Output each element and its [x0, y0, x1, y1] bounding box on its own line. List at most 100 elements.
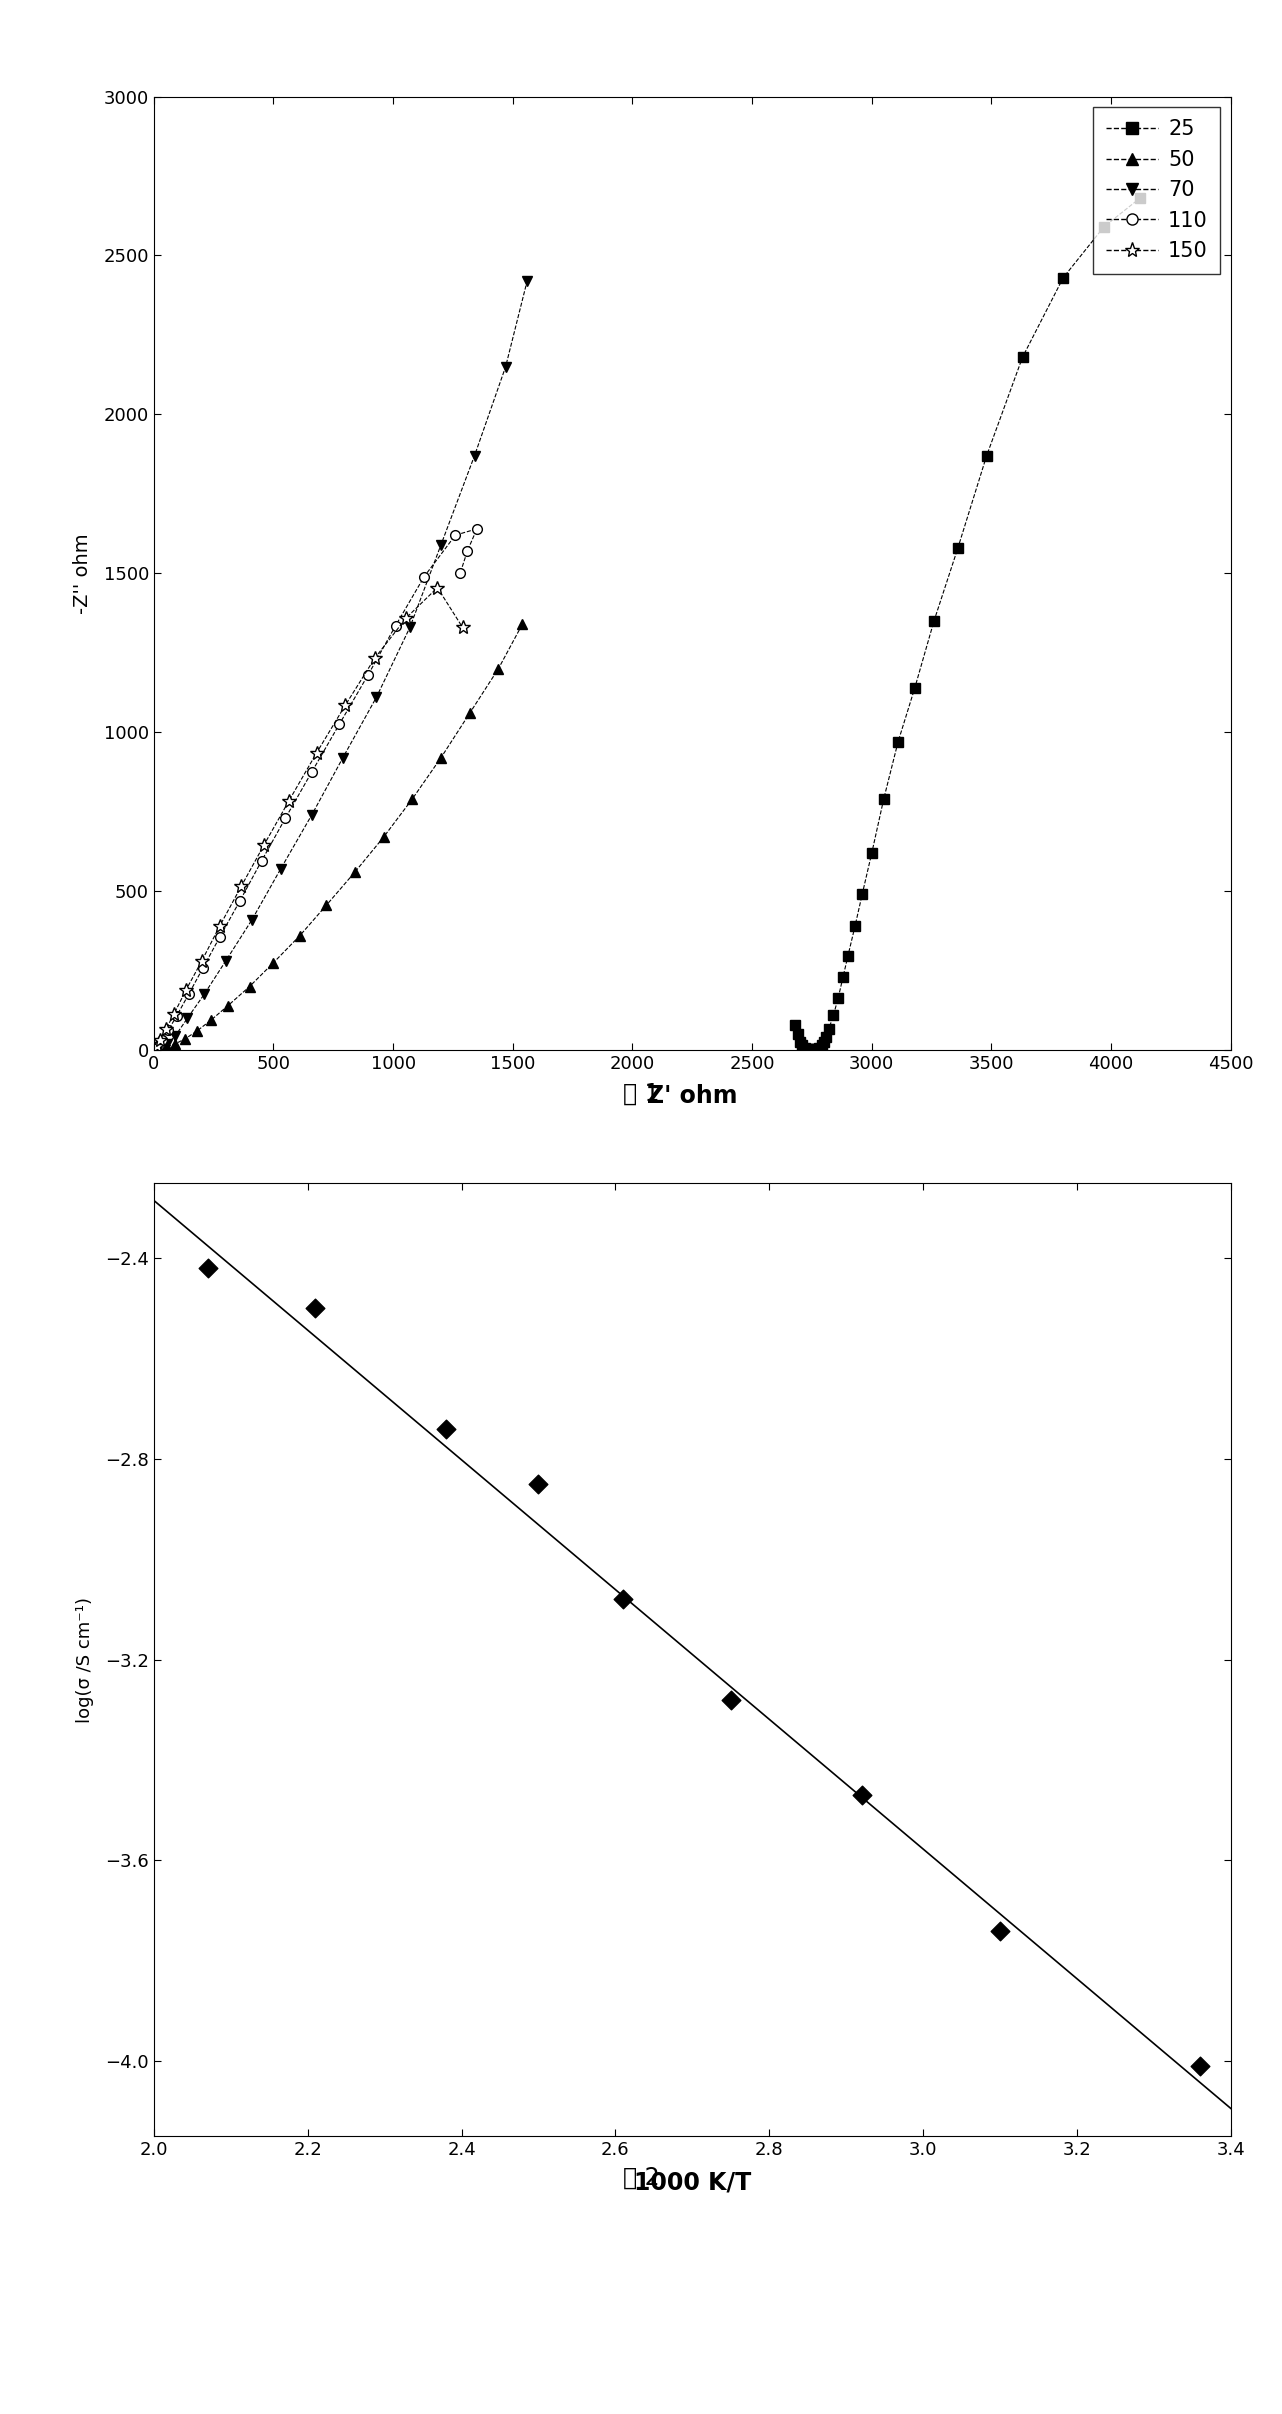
70	[467, 442, 482, 471]
150	[429, 572, 445, 601]
50	[190, 1016, 205, 1045]
25	[1055, 263, 1070, 292]
Line: 110: 110	[151, 524, 482, 1053]
70	[403, 613, 418, 642]
Legend: 25, 50, 70, 110, 150: 25, 50, 70, 110, 150	[1094, 106, 1220, 273]
25	[847, 912, 863, 941]
150	[167, 999, 182, 1028]
110	[181, 980, 196, 1009]
70	[154, 1033, 169, 1062]
70	[245, 905, 260, 934]
Line: 25: 25	[790, 193, 1145, 1055]
70	[519, 266, 535, 295]
150	[153, 1026, 168, 1055]
25	[820, 1014, 836, 1043]
Point	[305, 1289, 326, 1328]
70	[304, 801, 319, 830]
110	[151, 1031, 167, 1060]
70	[159, 1031, 174, 1060]
110	[332, 710, 347, 739]
50	[347, 857, 363, 886]
25	[950, 533, 965, 562]
110	[169, 1002, 185, 1031]
110	[453, 560, 468, 589]
25	[864, 838, 879, 867]
70	[369, 683, 385, 712]
25	[795, 1031, 810, 1060]
110	[155, 1026, 171, 1055]
25	[797, 1033, 813, 1062]
110	[447, 521, 463, 550]
50	[177, 1024, 192, 1053]
X-axis label: Z' ohm: Z' ohm	[647, 1084, 737, 1108]
Point	[613, 1581, 633, 1620]
Point	[720, 1680, 741, 1719]
25	[806, 1036, 822, 1065]
70	[497, 352, 513, 381]
25	[979, 442, 995, 471]
25	[927, 606, 942, 635]
150	[149, 1031, 164, 1060]
110	[360, 661, 376, 690]
25	[891, 727, 906, 756]
25	[792, 1028, 808, 1057]
Line: 70: 70	[156, 275, 532, 1053]
25	[836, 963, 851, 992]
150	[178, 975, 194, 1004]
150	[194, 946, 209, 975]
25	[840, 941, 855, 970]
50	[265, 949, 281, 978]
Text: 图 1: 图 1	[623, 1081, 659, 1106]
110	[388, 611, 404, 640]
50	[318, 891, 333, 920]
150	[309, 739, 324, 768]
Y-axis label: log(σ /S cm⁻¹): log(σ /S cm⁻¹)	[76, 1596, 94, 1724]
50	[491, 654, 506, 683]
25	[790, 1019, 805, 1048]
Point	[197, 1248, 218, 1287]
150	[368, 642, 383, 671]
150	[256, 830, 272, 859]
70	[433, 531, 449, 560]
Line: 50: 50	[162, 620, 527, 1053]
Point	[851, 1777, 872, 1815]
25	[855, 879, 870, 908]
25	[876, 785, 891, 814]
25	[817, 1028, 832, 1057]
70	[179, 1004, 195, 1033]
110	[469, 514, 485, 543]
50	[159, 1033, 174, 1062]
50	[433, 744, 449, 772]
110	[254, 847, 269, 876]
150	[158, 1014, 173, 1043]
50	[292, 922, 308, 951]
25	[812, 1033, 827, 1062]
50	[168, 1028, 183, 1057]
70	[168, 1021, 183, 1050]
110	[149, 1033, 164, 1062]
150	[212, 912, 227, 941]
X-axis label: 1000 K/T: 1000 K/T	[633, 2170, 751, 2194]
110	[278, 804, 294, 833]
70	[196, 980, 212, 1009]
150	[399, 604, 414, 632]
25	[801, 1036, 817, 1065]
150	[147, 1033, 163, 1062]
25	[831, 982, 846, 1011]
50	[221, 992, 236, 1021]
110	[160, 1016, 176, 1045]
110	[212, 922, 227, 951]
110	[460, 536, 476, 565]
25	[819, 1024, 835, 1053]
25	[814, 1031, 829, 1060]
70	[335, 744, 350, 772]
25	[809, 1033, 824, 1062]
25	[804, 1036, 819, 1065]
Point	[1190, 2047, 1210, 2086]
25	[787, 1009, 803, 1038]
110	[417, 562, 432, 591]
25	[800, 1033, 815, 1062]
50	[405, 785, 420, 814]
150	[233, 871, 249, 900]
50	[242, 973, 258, 1002]
